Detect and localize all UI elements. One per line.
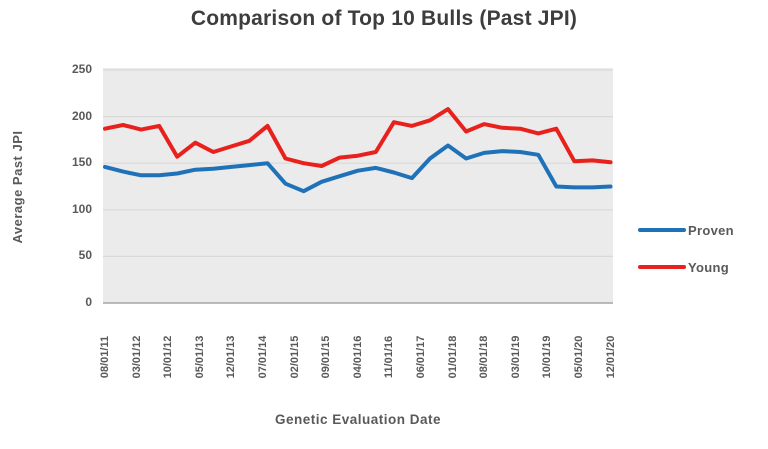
x-tick-label: 10/01/19 <box>541 335 554 379</box>
x-tick-label: 06/01/17 <box>414 335 427 379</box>
x-tick-label: 05/01/20 <box>572 335 585 379</box>
legend-label-proven: Proven <box>688 222 734 238</box>
x-tick-label: 08/01/18 <box>478 335 491 379</box>
x-tick-label: 08/01/11 <box>99 335 111 379</box>
x-tick-label: 03/01/12 <box>130 335 143 379</box>
young-series-key-line <box>638 265 686 269</box>
y-tick-label: 150 <box>71 155 92 170</box>
x-tick-label: 02/01/15 <box>288 335 301 379</box>
y-tick-label: 50 <box>78 248 92 263</box>
plot-area <box>103 68 613 304</box>
x-tick-label: 12/01/13 <box>225 335 238 379</box>
x-tick-label: 10/01/12 <box>162 335 175 379</box>
plot-background <box>103 68 613 303</box>
proven-series-key-line <box>638 228 686 232</box>
y-tick-label: 0 <box>85 295 92 309</box>
x-tick-label: 04/01/16 <box>351 335 364 379</box>
chart-title: Comparison of Top 10 Bulls (Past JPI) <box>190 7 578 30</box>
x-tick-label: 09/01/15 <box>320 335 333 379</box>
young-series-line <box>103 107 613 168</box>
x-tick-label: 07/01/14 <box>256 335 269 379</box>
legend-item-young: Young <box>638 255 766 279</box>
y-axis-title: Average Past JPI <box>10 130 25 244</box>
y-tick-label: 200 <box>71 108 92 123</box>
y-tick-label: 100 <box>71 201 92 216</box>
x-tick-label: 01/01/18 <box>446 335 459 379</box>
x-axis-title: Genetic Evaluation Date <box>274 412 442 427</box>
legend-item-proven: Proven <box>638 218 766 242</box>
x-tick-label: 11/01/16 <box>383 335 396 379</box>
legend: Proven Young <box>638 218 766 292</box>
proven-series-line <box>103 143 613 194</box>
y-tick-label: 250 <box>71 62 92 76</box>
x-tick-label: 12/01/20 <box>604 335 617 379</box>
x-tick-label: 03/01/19 <box>509 335 522 379</box>
x-tick-label: 05/01/13 <box>193 335 206 379</box>
legend-label-young: Young <box>688 259 729 275</box>
